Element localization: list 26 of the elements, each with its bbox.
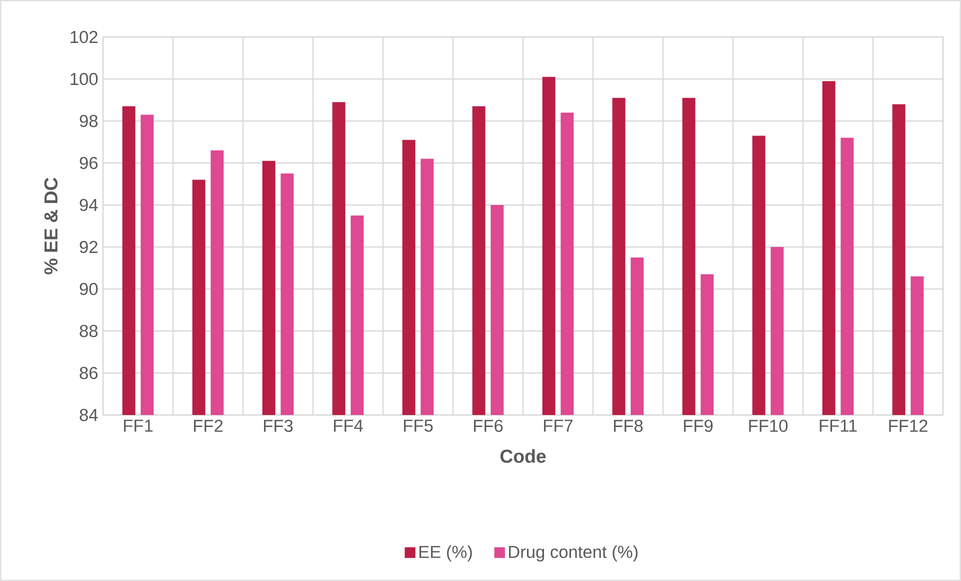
legend-label: Drug content (%)	[509, 545, 638, 562]
y-tick-label: 100	[70, 72, 98, 86]
y-tick-label: 94	[80, 198, 98, 212]
x-tick-label: FF1	[124, 420, 153, 432]
y-tick-label: 90	[80, 282, 98, 296]
y-tick-label: 96	[80, 156, 98, 170]
x-tick-label: FF6	[474, 420, 503, 432]
y-axis-title: % EE & DC	[44, 178, 58, 274]
x-tick-label: FF7	[544, 420, 573, 432]
x-tick-label: FF10	[749, 420, 788, 432]
x-tick-label: FF9	[684, 420, 713, 432]
y-tick-label: 98	[80, 114, 98, 128]
x-tick-label: FF2	[194, 420, 223, 432]
x-tick-label: FF4	[334, 420, 363, 432]
x-tick-label: FF12	[889, 420, 928, 432]
x-tick-label: FF8	[614, 420, 643, 432]
y-tick-label: 102	[70, 30, 98, 44]
y-tick-label: 84	[80, 408, 98, 422]
legend-label: EE (%)	[419, 545, 472, 562]
y-tick-label: 88	[80, 324, 98, 338]
y-tick-label: 86	[80, 366, 98, 380]
x-tick-label: FF11	[820, 420, 857, 432]
y-tick-label: 92	[80, 240, 98, 254]
x-axis-title: Code	[500, 449, 546, 463]
x-tick-label: FF5	[404, 420, 433, 432]
x-tick-label: FF3	[264, 420, 293, 432]
